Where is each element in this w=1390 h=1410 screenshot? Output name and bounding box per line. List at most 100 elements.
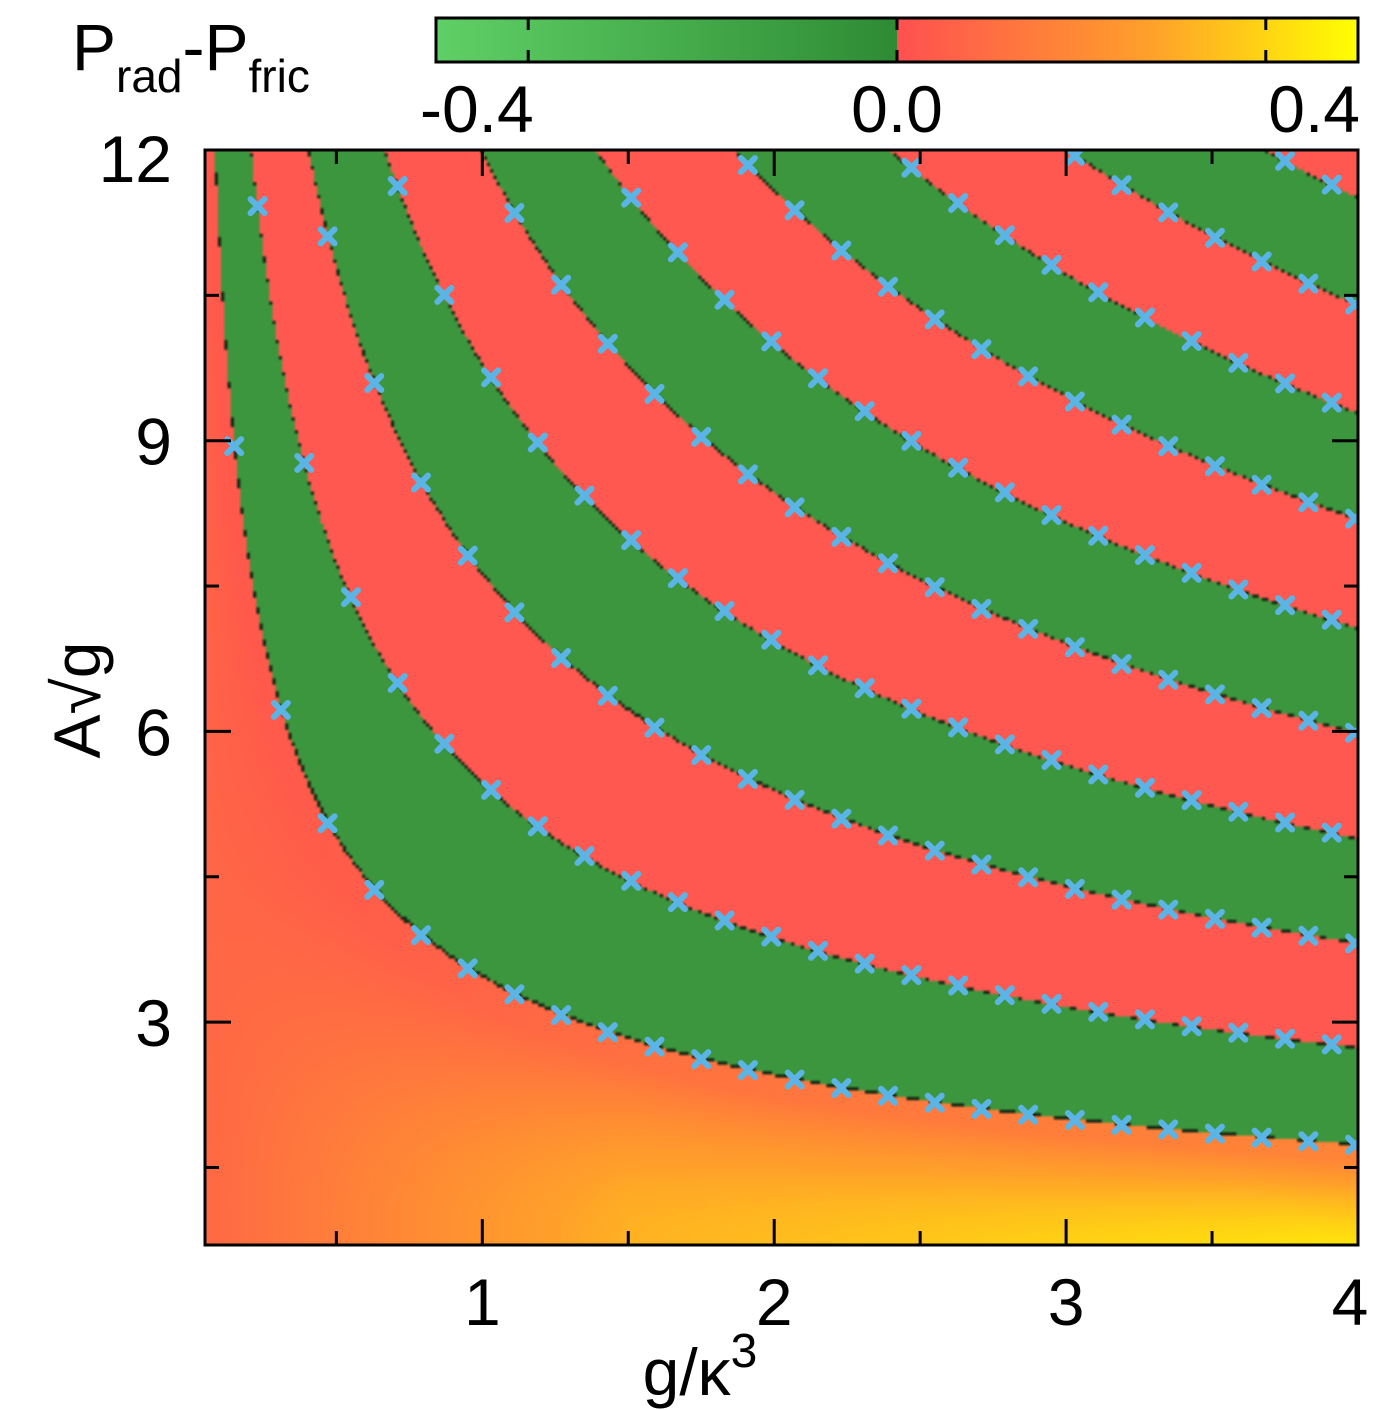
marker <box>1158 436 1179 457</box>
marker <box>1204 908 1225 929</box>
marker-stroke <box>994 985 1015 1006</box>
marker-stroke <box>1041 750 1062 771</box>
marker-stroke <box>1204 684 1225 705</box>
marker-stroke <box>1158 899 1179 920</box>
marker-stroke <box>924 1092 945 1113</box>
marker <box>1134 777 1155 798</box>
marker <box>1345 508 1358 529</box>
marker-stroke <box>878 1085 899 1106</box>
marker-stroke <box>1204 456 1225 477</box>
marker-stroke <box>691 744 712 765</box>
marker <box>387 672 408 693</box>
marker <box>411 925 432 946</box>
marker <box>994 482 1015 503</box>
marker-stroke <box>1064 637 1085 658</box>
marker <box>527 432 548 453</box>
marker-stroke <box>434 733 455 754</box>
marker <box>1134 1009 1155 1030</box>
marker <box>1181 330 1202 351</box>
marker <box>481 367 502 388</box>
marker <box>831 1078 852 1099</box>
marker <box>1204 1123 1225 1144</box>
marker-stroke <box>1345 1137 1358 1155</box>
marker-stroke <box>621 187 642 208</box>
marker-stroke <box>317 813 338 834</box>
marker <box>504 602 525 623</box>
marker <box>1018 618 1039 639</box>
y-axis-label-root: √g <box>40 642 114 715</box>
marker <box>1064 637 1085 658</box>
marker <box>1345 933 1358 954</box>
marker <box>784 497 805 518</box>
marker <box>1251 697 1272 718</box>
marker <box>924 309 945 330</box>
marker-stroke <box>1275 595 1296 616</box>
marker-stroke <box>971 598 992 619</box>
marker <box>457 958 478 979</box>
x-axis-label-main: g/κ <box>643 1335 732 1409</box>
marker-stroke <box>994 482 1015 503</box>
marker <box>971 598 992 619</box>
y-tick-label: 3 <box>135 986 172 1060</box>
marker-stroke <box>878 276 899 297</box>
marker <box>1064 878 1085 899</box>
marker-stroke <box>971 339 992 360</box>
marker-stroke <box>1088 764 1109 785</box>
marker-stroke <box>1275 373 1296 394</box>
marker-stroke <box>1111 414 1132 435</box>
marker-stroke <box>481 779 502 800</box>
marker <box>1018 366 1039 387</box>
marker-stroke <box>1018 366 1039 387</box>
marker-stroke <box>901 698 922 719</box>
colorbar-tick-label: 0.4 <box>1268 72 1360 146</box>
marker-stroke <box>574 846 595 867</box>
marker-stroke <box>1181 1016 1202 1037</box>
marker <box>994 225 1015 246</box>
marker-stroke <box>831 1078 852 1099</box>
marker <box>761 629 782 650</box>
marker <box>831 808 852 829</box>
marker-stroke <box>1275 150 1296 171</box>
marker-stroke <box>924 309 945 330</box>
marker-stroke <box>1064 1109 1085 1130</box>
marker-stroke <box>1251 474 1272 495</box>
marker <box>1134 544 1155 565</box>
marker-stroke <box>901 430 922 451</box>
marker-stroke <box>714 600 735 621</box>
marker-stroke <box>340 587 361 608</box>
marker-stroke <box>737 154 758 175</box>
marker-stroke <box>854 401 875 422</box>
marker-stroke <box>784 789 805 810</box>
marker <box>714 289 735 310</box>
colorbar: -0.4 0.0 0.4 Prad-Pfric <box>72 10 1360 146</box>
colorbar-title: Prad-Pfric <box>72 10 310 102</box>
marker <box>1111 654 1132 675</box>
marker-stroke <box>761 331 782 352</box>
marker-stroke <box>1298 925 1319 946</box>
marker <box>784 789 805 810</box>
marker-stroke <box>1064 878 1085 899</box>
marker-stroke <box>667 568 688 589</box>
marker <box>924 1092 945 1113</box>
marker-stroke <box>831 808 852 829</box>
marker-stroke <box>621 530 642 551</box>
plot-frame <box>203 148 1360 1247</box>
marker <box>831 526 852 547</box>
marker-stroke <box>1321 392 1342 413</box>
marker <box>504 984 525 1005</box>
marker-stroke <box>1251 917 1272 938</box>
marker <box>667 242 688 263</box>
marker-stroke <box>1275 1028 1296 1049</box>
marker <box>924 840 945 861</box>
marker-stroke <box>691 426 712 447</box>
marker <box>878 1085 899 1106</box>
marker-stroke <box>994 734 1015 755</box>
marker-stroke <box>1321 1034 1342 1055</box>
y-tick-label: 6 <box>135 695 172 769</box>
marker-stroke <box>317 226 338 247</box>
marker-stroke <box>1298 710 1319 731</box>
marker-stroke <box>1345 297 1358 315</box>
marker-stroke <box>1228 352 1249 373</box>
